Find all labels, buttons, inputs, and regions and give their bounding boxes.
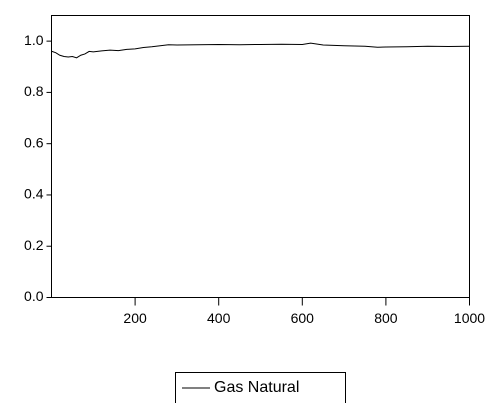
- y-tick-label: 1.0: [24, 32, 44, 48]
- x-tick-label: 1000: [454, 310, 485, 326]
- y-tick-label: 0.8: [24, 83, 44, 99]
- x-tick-label: 800: [374, 310, 398, 326]
- y-tick-label: 0.6: [24, 134, 44, 150]
- plot-frame: [51, 15, 470, 298]
- legend-box: [175, 372, 346, 403]
- y-tick-label: 0.0: [24, 288, 44, 304]
- x-tick-label: 200: [123, 310, 147, 326]
- y-tick-label: 0.4: [24, 186, 44, 202]
- legend-label: Gas Natural: [214, 379, 299, 396]
- x-tick-label: 600: [291, 310, 315, 326]
- y-tick-label: 0.2: [24, 237, 44, 253]
- x-tick-label: 400: [207, 310, 231, 326]
- line-series: [51, 42, 470, 59]
